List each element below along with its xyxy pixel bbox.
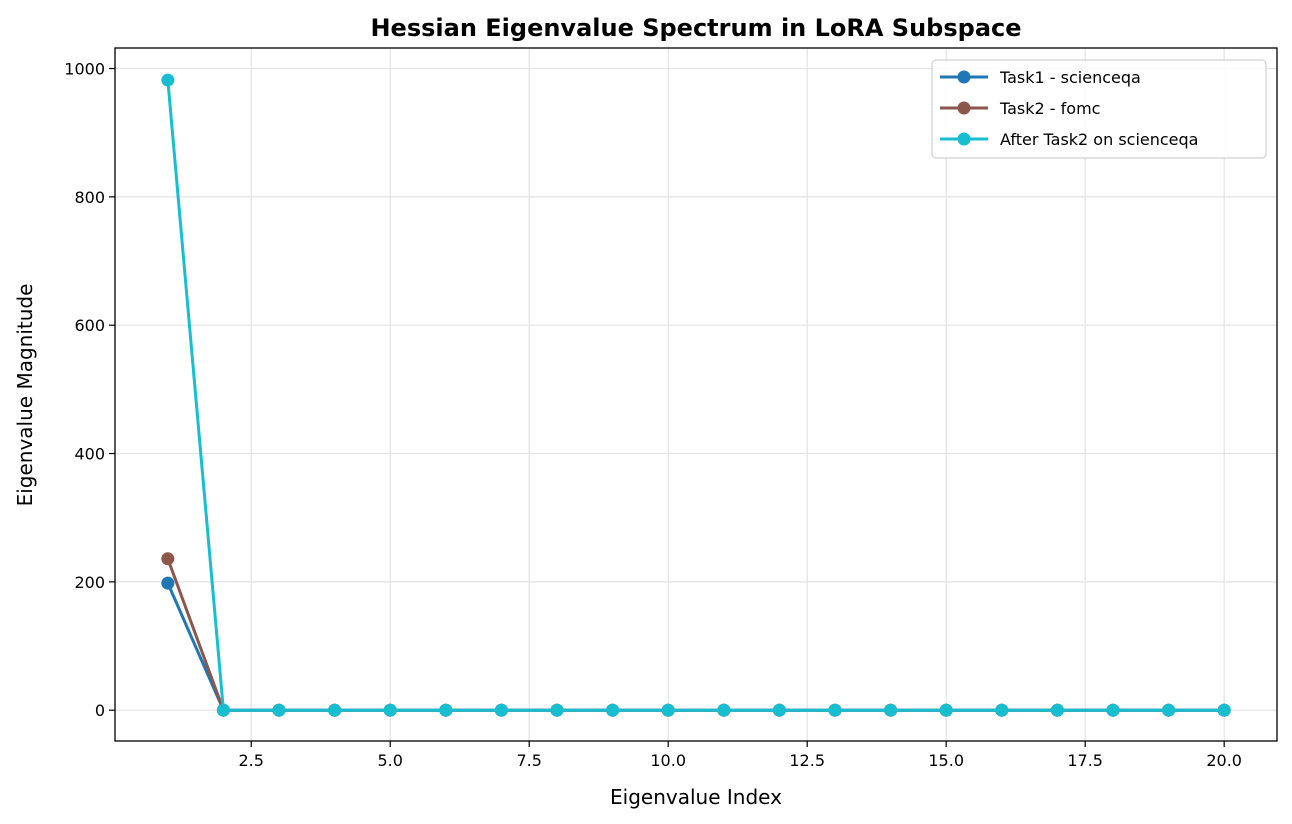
data-point (161, 73, 175, 87)
legend: Task1 - scienceqa Task2 - fomc After Task2… (931, 59, 1267, 159)
x-tick-label: 20.0 (1206, 751, 1242, 770)
y-tick-label: 0 (95, 701, 105, 720)
legend-label: Task1 - scienceqa (999, 68, 1141, 87)
y-tick-label: 200 (74, 573, 105, 592)
y-axis-label: Eigenvalue Magnitude (13, 284, 37, 507)
y-axis-ticks: 0 200 400 600 800 1000 (64, 60, 115, 720)
data-point (383, 703, 397, 717)
data-point (1217, 703, 1231, 717)
y-tick-label: 1000 (64, 60, 105, 79)
series-group (161, 73, 1231, 717)
y-tick-label: 600 (74, 316, 105, 335)
data-point (161, 552, 175, 566)
data-point (328, 703, 342, 717)
x-tick-label: 10.0 (650, 751, 686, 770)
data-point (161, 576, 175, 590)
x-tick-label: 7.5 (516, 751, 541, 770)
legend-marker (957, 101, 971, 115)
legend-item: After Task2 on scienceqa (940, 130, 1198, 149)
data-point (550, 703, 564, 717)
data-point (884, 703, 898, 717)
x-axis-label: Eigenvalue Index (610, 785, 782, 809)
series-3 (161, 73, 1231, 717)
series-line (166, 79, 1225, 712)
data-point (772, 703, 786, 717)
data-point (939, 703, 953, 717)
data-point (1106, 703, 1120, 717)
legend-box (931, 59, 1267, 159)
data-point (606, 703, 620, 717)
data-point (995, 703, 1009, 717)
data-point (439, 703, 453, 717)
y-tick-label: 400 (74, 445, 105, 464)
data-point (272, 703, 286, 717)
x-axis-ticks: 2.5 5.0 7.5 10.0 12.5 15.0 17.5 20.0 (238, 741, 1242, 770)
x-tick-label: 5.0 (377, 751, 402, 770)
legend-item: Task1 - scienceqa (940, 68, 1141, 87)
legend-item: Task2 - fomc (940, 99, 1100, 118)
legend-marker (957, 132, 971, 146)
legend-marker (957, 70, 971, 84)
legend-label: Task2 - fomc (999, 99, 1100, 118)
data-point (1050, 703, 1064, 717)
data-point (494, 703, 508, 717)
data-point (216, 703, 230, 717)
x-tick-label: 17.5 (1067, 751, 1103, 770)
x-tick-label: 15.0 (928, 751, 964, 770)
x-tick-label: 2.5 (238, 751, 263, 770)
y-tick-label: 800 (74, 188, 105, 207)
chart-title: Hessian Eigenvalue Spectrum in LoRA Subs… (370, 14, 1021, 42)
data-point (1162, 703, 1176, 717)
data-point (717, 703, 731, 717)
legend-label: After Task2 on scienceqa (1000, 130, 1198, 149)
data-point (661, 703, 675, 717)
x-tick-label: 12.5 (789, 751, 825, 770)
plot-frame (114, 47, 1278, 742)
data-point (828, 703, 842, 717)
